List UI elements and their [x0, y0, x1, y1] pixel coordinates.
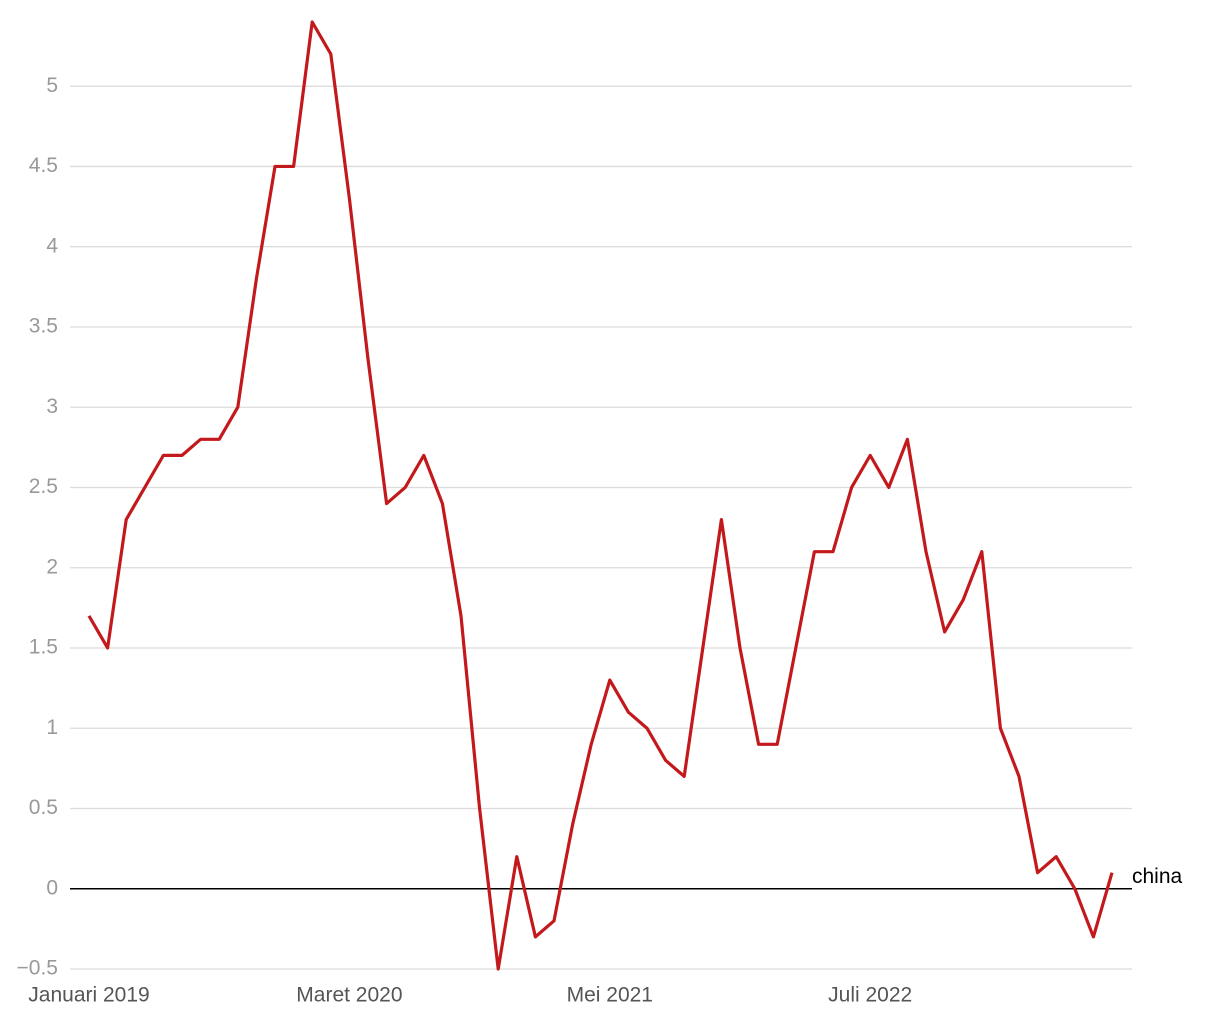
y-tick-label: 4 — [46, 234, 58, 257]
y-tick-label: 3 — [46, 395, 58, 418]
y-tick-label: 3.5 — [29, 315, 58, 338]
y-tick-label: 2 — [46, 555, 58, 578]
y-tick-label: 2.5 — [29, 475, 58, 498]
y-tick-label: 5 — [46, 74, 58, 97]
x-tick-label: Maret 2020 — [296, 984, 402, 1007]
y-tick-label: 1.5 — [29, 636, 58, 659]
x-tick-label: Mei 2021 — [567, 984, 653, 1007]
y-tick-label: 0.5 — [29, 796, 58, 819]
y-tick-label: 4.5 — [29, 154, 58, 177]
y-tick-label: 0 — [46, 876, 58, 899]
series-line — [87, 20, 1114, 971]
x-tick-label: Januari 2019 — [28, 984, 149, 1007]
x-tick-label: Juli 2022 — [828, 984, 912, 1007]
series-label: china — [1132, 865, 1183, 888]
y-tick-label: 1 — [46, 716, 58, 739]
y-tick-label: −0.5 — [17, 957, 58, 980]
